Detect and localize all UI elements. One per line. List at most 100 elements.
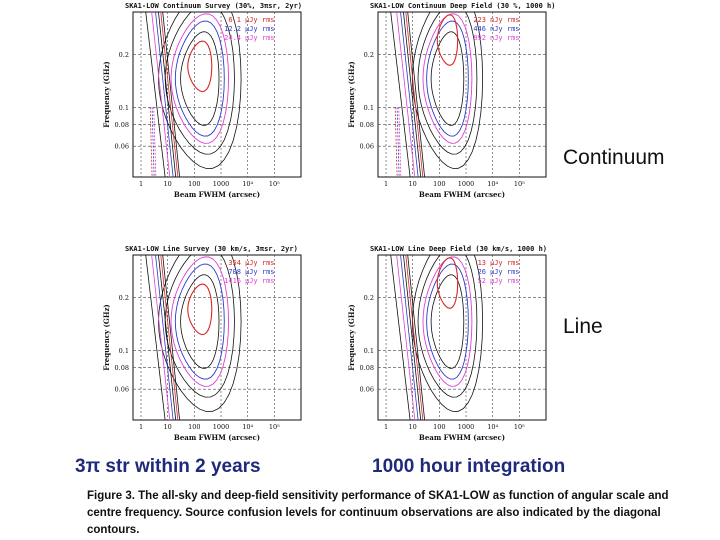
contour-line — [174, 20, 225, 137]
legend-value: 12.2 — [224, 25, 241, 33]
x-tick-label: 1 — [384, 423, 388, 431]
steep-contour-line — [160, 255, 179, 420]
steep-contour-line — [151, 255, 171, 420]
steep-contour-line — [405, 12, 424, 177]
line-label: Line — [563, 315, 603, 338]
contour-line — [436, 14, 459, 66]
y-tick-label: 0.06 — [360, 386, 374, 394]
contour-group — [145, 12, 242, 177]
steep-contour-line — [390, 255, 411, 420]
steep-contour-line — [403, 12, 422, 177]
y-axis-label: Frequency (GHz) — [347, 61, 356, 127]
x-tick-label: 1 — [139, 180, 143, 188]
y-tick-label: 0.08 — [360, 121, 374, 129]
contour-line — [180, 31, 220, 126]
steep-contour-line — [162, 255, 181, 420]
legend-unit: µJy rms — [245, 259, 275, 267]
contour-line — [158, 255, 242, 412]
confusion-line — [398, 107, 402, 177]
y-tick-label: 0.1 — [364, 347, 374, 355]
contour-group — [390, 12, 484, 177]
x-tick-label: 1000 — [458, 423, 475, 431]
steep-contour-line — [145, 12, 166, 177]
legend-value: 1416 — [224, 277, 241, 285]
x-tick-label: 10 — [409, 180, 417, 188]
chart-title: SKA1-LOW Line Survey (30 km/s, 3πsr, 2yr… — [125, 245, 298, 253]
figure-caption: Figure 3. The all-sky and deep-field sen… — [87, 488, 687, 539]
x-tick-label: 10 — [409, 423, 417, 431]
contour-line — [417, 12, 478, 155]
contour-line — [170, 256, 230, 387]
y-tick-label: 0.06 — [115, 143, 129, 151]
y-tick-label: 0.06 — [115, 386, 129, 394]
contour-line — [158, 12, 242, 169]
contour-line — [180, 274, 220, 369]
deep-integration-label: 1000 hour integration — [372, 456, 566, 477]
y-tick-label: 0.2 — [364, 294, 374, 302]
legend-unit: µJy rms — [245, 268, 275, 276]
continuum-label: Continuum — [563, 146, 665, 169]
contour-line — [417, 255, 478, 398]
caption-prefix: Figure 3. — [87, 490, 135, 502]
contour-line — [422, 13, 473, 144]
x-tick-label: 10⁴ — [487, 180, 498, 188]
plot-frame — [132, 254, 302, 421]
steep-contour-line — [403, 255, 422, 420]
confusion-line — [394, 107, 398, 177]
y-axis-label: Frequency (GHz) — [102, 61, 111, 127]
x-tick-label: 1000 — [458, 180, 475, 188]
confusion-line — [151, 107, 155, 177]
legend-unit: µJy rms — [245, 277, 275, 285]
contour-group — [145, 255, 242, 420]
chart-continuum-survey: SKA1-LOW Continuum Survey (30%, 3πsr, 2y… — [85, 0, 310, 220]
chart-title: SKA1-LOW Line Deep Field (30 km/s, 1000 … — [370, 245, 547, 253]
legend-unit: µJy rms — [245, 16, 275, 24]
steep-contour-line — [400, 12, 419, 177]
x-tick-label: 100 — [188, 180, 200, 188]
legend-value: 446 — [473, 25, 486, 33]
legend-value: 24.4 — [224, 34, 241, 42]
steep-contour-line — [158, 255, 177, 420]
contour-line — [436, 257, 459, 309]
x-tick-label: 10⁵ — [269, 423, 280, 431]
legend-unit: µJy rms — [245, 25, 275, 33]
x-tick-label: 100 — [188, 423, 200, 431]
legend-value: 13 — [478, 259, 486, 267]
x-axis-label: Beam FWHM (arcsec) — [174, 190, 260, 199]
legend-unit: µJy rms — [490, 277, 520, 285]
x-axis-label: Beam FWHM (arcsec) — [419, 433, 505, 442]
x-tick-label: 10⁵ — [514, 423, 525, 431]
x-tick-label: 1000 — [213, 423, 230, 431]
x-tick-label: 100 — [433, 423, 445, 431]
x-tick-label: 10⁴ — [487, 423, 498, 431]
chart-svg: SKA1-LOW Continuum Deep Field (30 %, 100… — [347, 2, 555, 199]
plot-frame — [377, 11, 547, 178]
survey-duration-label: 3π str within 2 years — [75, 456, 261, 477]
legend-value: 26 — [478, 268, 486, 276]
steep-contour-line — [407, 255, 426, 420]
y-tick-label: 0.1 — [364, 104, 374, 112]
steep-contour-line — [396, 12, 416, 177]
caption-text: The all-sky and deep-field sensitivity p… — [87, 490, 669, 536]
y-tick-label: 0.1 — [119, 104, 129, 112]
steep-contour-line — [390, 12, 411, 177]
legend-value: 223 — [473, 16, 486, 24]
steep-contour-line — [400, 255, 419, 420]
steep-contour-line — [396, 255, 416, 420]
contour-group — [390, 255, 484, 420]
chart-title: SKA1-LOW Continuum Deep Field (30 %, 100… — [370, 2, 555, 10]
legend-unit: nJy rms — [490, 34, 520, 42]
contour-line — [187, 283, 213, 336]
legend-value: 892 — [473, 34, 486, 42]
chart-line-deep: SKA1-LOW Line Deep Field (30 km/s, 1000 … — [330, 243, 555, 463]
legend-unit: µJy rms — [245, 34, 275, 42]
confusion-line — [153, 107, 157, 177]
steep-contour-line — [405, 255, 424, 420]
y-axis-label: Frequency (GHz) — [102, 304, 111, 370]
legend-value: 708 — [228, 268, 241, 276]
steep-contour-line — [155, 12, 174, 177]
chart-continuum-deep: SKA1-LOW Continuum Deep Field (30 %, 100… — [330, 0, 555, 220]
confusion-line — [396, 107, 400, 177]
y-tick-label: 0.06 — [360, 143, 374, 151]
contour-line — [422, 256, 473, 387]
